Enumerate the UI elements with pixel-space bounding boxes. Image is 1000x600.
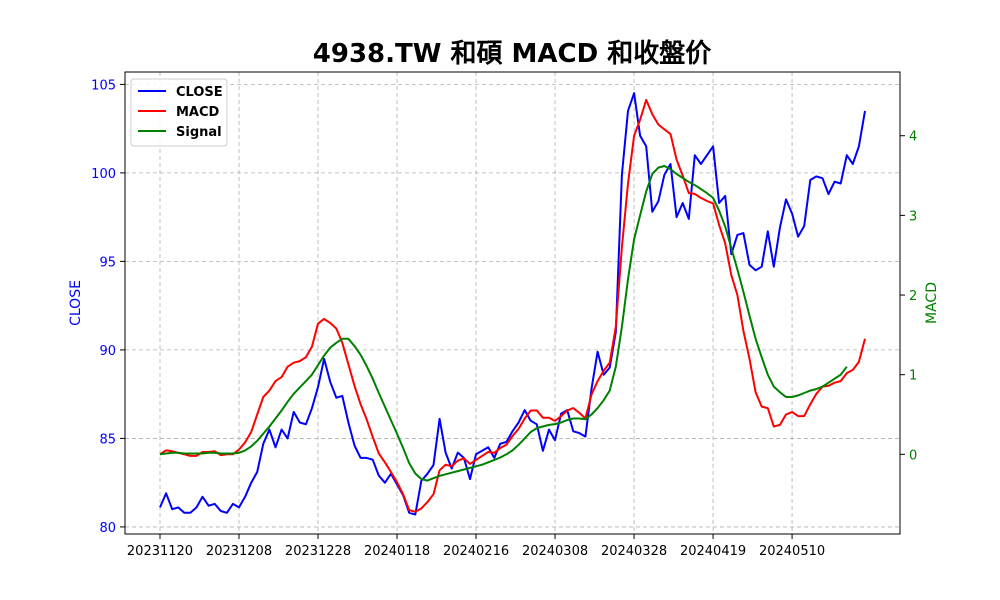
legend-label-signal: Signal <box>176 125 222 140</box>
x-tick-label: 20240328 <box>601 544 667 559</box>
right-tick-label: 1 <box>909 369 917 384</box>
series-line-signal <box>159 165 848 482</box>
plot-frame <box>124 71 901 535</box>
x-tick-label: 20240419 <box>680 544 746 559</box>
x-tick-label: 20240216 <box>443 544 509 559</box>
legend-box <box>130 78 228 147</box>
x-tick-label: 20240510 <box>759 544 825 559</box>
chart-title: 4938.TW 和碩 MACD 和收盤价 <box>313 39 712 69</box>
series-lines <box>159 92 866 516</box>
x-tick-label: 20231228 <box>285 544 351 559</box>
right-tick-label: 2 <box>909 289 917 304</box>
left-tick-label: 85 <box>99 432 116 447</box>
right-tick-label: 4 <box>909 130 917 145</box>
legend-label-macd: MACD <box>176 105 220 120</box>
left-tick-label: 90 <box>99 344 116 359</box>
left-y-axis: 80 85 90 95 100 105 <box>91 78 125 536</box>
grid <box>125 72 900 534</box>
legend: CLOSE MACD Signal <box>130 78 228 147</box>
left-tick-label: 105 <box>91 78 116 93</box>
series-line-close <box>159 92 866 516</box>
right-tick-label: 3 <box>909 209 917 224</box>
left-tick-label: 100 <box>91 167 116 182</box>
left-tick-label: 95 <box>99 255 116 270</box>
x-tick-label: 20231208 <box>206 544 272 559</box>
series-line-macd <box>159 98 866 513</box>
x-tick-label: 20231120 <box>127 544 193 559</box>
left-axis-label: CLOSE <box>68 280 84 326</box>
right-y-axis: 0 1 2 3 4 <box>900 130 917 463</box>
x-tick-label: 20240308 <box>522 544 588 559</box>
left-tick-label: 80 <box>99 521 116 536</box>
x-axis: 20231120 20231208 20231228 20240118 20240216… <box>127 534 825 559</box>
legend-label-close: CLOSE <box>176 85 223 100</box>
right-axis-label: MACD <box>924 282 940 324</box>
right-tick-label: 0 <box>909 448 917 463</box>
x-tick-label: 20240118 <box>364 544 430 559</box>
